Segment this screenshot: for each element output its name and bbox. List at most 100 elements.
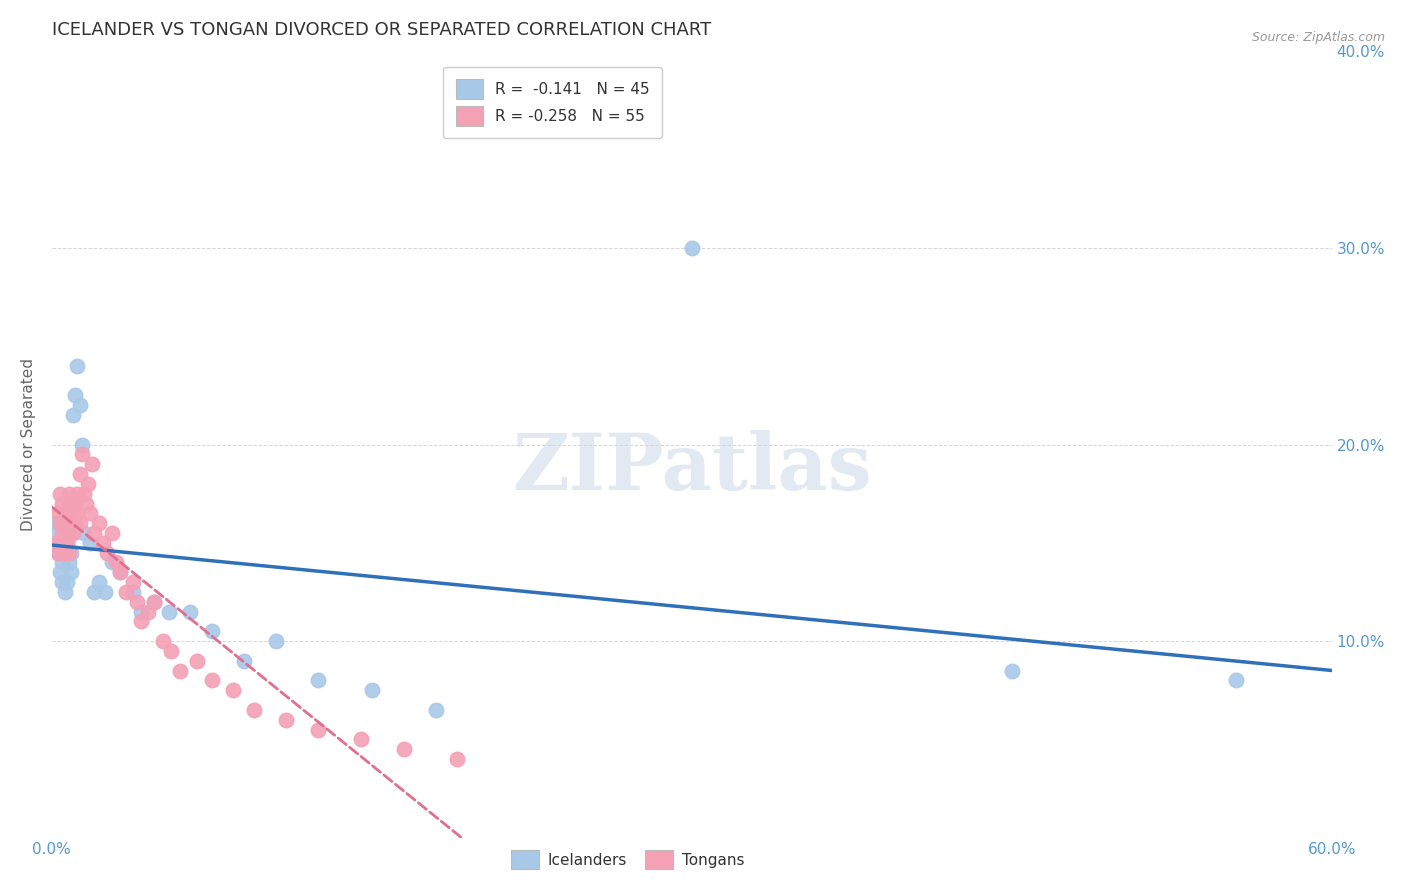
Point [60, 516, 83, 530]
Point [49, 536, 72, 550]
Point [58, 526, 80, 541]
Point [60, 566, 83, 580]
Point [143, 595, 166, 609]
Point [100, 556, 122, 570]
Point [122, 575, 145, 590]
Point [100, 526, 122, 541]
Point [232, 654, 254, 668]
Point [60, 546, 83, 560]
Point [143, 595, 166, 609]
Point [58, 496, 80, 510]
Point [131, 605, 153, 619]
Point [179, 605, 201, 619]
Point [46, 546, 69, 560]
Point [115, 585, 138, 599]
Point [65, 496, 87, 510]
Legend: Icelanders, Tongans: Icelanders, Tongans [503, 842, 752, 877]
Point [152, 634, 174, 648]
Point [58, 546, 80, 560]
Point [82, 457, 104, 471]
Point [53, 546, 76, 560]
Point [69, 516, 91, 530]
Point [53, 585, 76, 599]
Point [87, 575, 110, 590]
Text: ICELANDER VS TONGAN DIVORCED OR SEPARATED CORRELATION CHART: ICELANDER VS TONGAN DIVORCED OR SEPARATE… [52, 21, 711, 39]
Point [108, 566, 131, 580]
Point [51, 496, 73, 510]
Point [49, 516, 72, 530]
Point [62, 408, 84, 422]
Point [1225, 673, 1247, 688]
Point [45, 536, 67, 550]
Point [60, 496, 83, 510]
Point [65, 388, 87, 402]
Point [276, 713, 298, 727]
Point [46, 546, 69, 560]
Point [91, 536, 114, 550]
Point [55, 536, 77, 550]
Point [62, 526, 84, 541]
Text: Source: ZipAtlas.com: Source: ZipAtlas.com [1251, 31, 1385, 45]
Point [53, 506, 76, 520]
Point [73, 526, 96, 541]
Point [66, 359, 89, 373]
Point [186, 654, 208, 668]
Point [131, 615, 153, 629]
Point [446, 752, 468, 766]
Point [350, 732, 373, 747]
Point [127, 595, 149, 609]
Point [65, 516, 87, 530]
Point [58, 556, 80, 570]
Point [425, 703, 447, 717]
Point [69, 398, 91, 412]
Point [243, 703, 266, 717]
Point [62, 506, 84, 520]
Point [55, 536, 77, 550]
Point [308, 723, 330, 737]
Point [1001, 664, 1024, 678]
Point [87, 516, 110, 530]
Point [55, 506, 77, 520]
Point [53, 516, 76, 530]
Point [66, 486, 89, 500]
Point [122, 585, 145, 599]
Point [77, 476, 100, 491]
Y-axis label: Divorced or Separated: Divorced or Separated [21, 358, 35, 531]
Point [308, 673, 330, 688]
Point [104, 556, 127, 570]
Point [45, 526, 67, 541]
Point [58, 486, 80, 500]
Point [55, 575, 77, 590]
Point [58, 526, 80, 541]
Point [49, 566, 72, 580]
Point [62, 526, 84, 541]
Point [69, 467, 91, 481]
Point [96, 546, 118, 560]
Point [83, 526, 105, 541]
Point [136, 605, 159, 619]
Point [70, 447, 93, 461]
Point [360, 683, 382, 698]
Point [681, 241, 703, 255]
Point [51, 516, 73, 530]
Point [222, 683, 245, 698]
Point [51, 575, 73, 590]
Point [160, 644, 183, 658]
Point [392, 742, 415, 756]
Point [201, 673, 224, 688]
Point [79, 506, 101, 520]
Point [46, 516, 69, 530]
Text: ZIPatlas: ZIPatlas [512, 430, 872, 506]
Point [53, 546, 76, 560]
Point [70, 437, 93, 451]
Point [94, 585, 117, 599]
Point [83, 585, 105, 599]
Point [73, 486, 96, 500]
Point [108, 566, 131, 580]
Point [169, 664, 191, 678]
Point [264, 634, 287, 648]
Point [49, 486, 72, 500]
Point [157, 605, 180, 619]
Point [51, 556, 73, 570]
Point [46, 506, 69, 520]
